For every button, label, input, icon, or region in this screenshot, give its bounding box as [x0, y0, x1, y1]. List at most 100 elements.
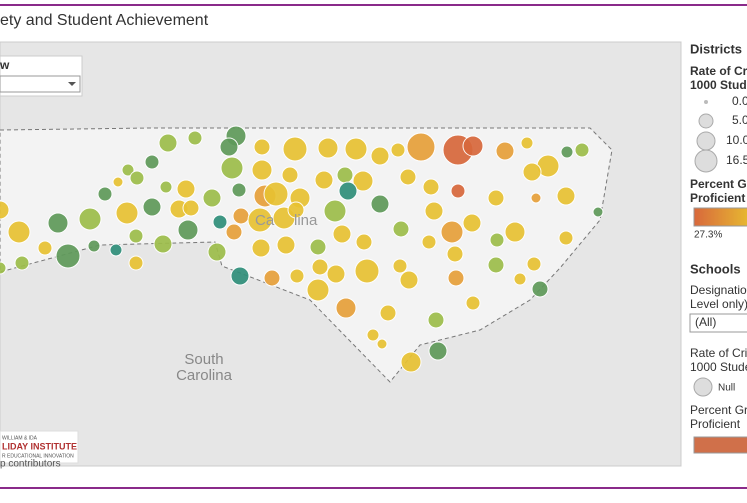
- district-bubble[interactable]: [336, 166, 354, 184]
- district-bubble[interactable]: [462, 135, 484, 157]
- district-bubble[interactable]: [530, 192, 542, 204]
- district-bubble[interactable]: [263, 269, 281, 287]
- district-bubble[interactable]: [176, 179, 196, 199]
- district-bubble[interactable]: [355, 233, 373, 251]
- district-bubble[interactable]: [253, 138, 271, 156]
- district-bubble[interactable]: [326, 264, 346, 284]
- district-bubble[interactable]: [142, 197, 162, 217]
- district-bubble[interactable]: [232, 207, 250, 225]
- district-bubble[interactable]: [592, 206, 604, 218]
- district-bubble[interactable]: [289, 268, 305, 284]
- district-bubble[interactable]: [187, 130, 203, 146]
- district-bubble[interactable]: [370, 194, 390, 214]
- district-bubble[interactable]: [14, 255, 30, 271]
- district-bubble[interactable]: [504, 221, 526, 243]
- district-bubble[interactable]: [207, 242, 227, 262]
- district-bubble[interactable]: [556, 186, 576, 206]
- district-bubble[interactable]: [379, 304, 397, 322]
- district-bubble[interactable]: [230, 266, 250, 286]
- district-bubble[interactable]: [495, 141, 515, 161]
- district-bubble[interactable]: [55, 243, 81, 269]
- district-bubble[interactable]: [87, 239, 101, 253]
- district-bubble[interactable]: [317, 137, 339, 159]
- district-bubble[interactable]: [376, 338, 388, 350]
- district-bubble[interactable]: [220, 156, 244, 180]
- district-bubble[interactable]: [489, 232, 505, 248]
- district-bubble[interactable]: [251, 159, 273, 181]
- district-bubble[interactable]: [428, 341, 448, 361]
- district-bubble[interactable]: [128, 228, 144, 244]
- schools-select[interactable]: [689, 313, 747, 333]
- district-bubble[interactable]: [0, 200, 10, 220]
- district-bubble[interactable]: [306, 278, 330, 302]
- district-bubble[interactable]: [531, 280, 549, 298]
- district-bubble[interactable]: [354, 258, 380, 284]
- district-bubble[interactable]: [400, 351, 422, 373]
- district-bubble[interactable]: [392, 258, 408, 274]
- district-bubble[interactable]: [522, 162, 542, 182]
- district-bubble[interactable]: [526, 256, 542, 272]
- district-bubble[interactable]: [513, 272, 527, 286]
- district-bubble[interactable]: [446, 245, 464, 263]
- district-bubble[interactable]: [332, 224, 352, 244]
- district-bubble[interactable]: [247, 207, 273, 233]
- district-bubble[interactable]: [560, 145, 574, 159]
- district-bubble[interactable]: [462, 213, 482, 233]
- district-bubble[interactable]: [276, 235, 296, 255]
- district-bubble[interactable]: [153, 234, 173, 254]
- district-bubble[interactable]: [352, 170, 374, 192]
- district-bubble[interactable]: [202, 188, 222, 208]
- district-bubble[interactable]: [465, 295, 481, 311]
- filter-select[interactable]: [0, 75, 81, 93]
- district-bubble[interactable]: [115, 201, 139, 225]
- district-bubble[interactable]: [574, 142, 590, 158]
- district-bubble[interactable]: [177, 219, 199, 241]
- district-bubble[interactable]: [121, 163, 135, 177]
- district-bubble[interactable]: [338, 181, 358, 201]
- district-bubble[interactable]: [281, 166, 299, 184]
- district-bubble[interactable]: [212, 214, 228, 230]
- district-bubble[interactable]: [159, 180, 173, 194]
- district-bubble[interactable]: [7, 220, 31, 244]
- district-bubble[interactable]: [558, 230, 574, 246]
- district-bubble[interactable]: [399, 270, 419, 290]
- district-bubble[interactable]: [182, 199, 200, 217]
- district-bubble[interactable]: [392, 220, 410, 238]
- district-bubble[interactable]: [366, 328, 380, 342]
- district-bubble[interactable]: [311, 258, 329, 276]
- district-bubble[interactable]: [323, 199, 347, 223]
- district-bubble[interactable]: [399, 168, 417, 186]
- district-bubble[interactable]: [447, 269, 465, 287]
- district-bubble[interactable]: [219, 137, 239, 157]
- district-bubble[interactable]: [0, 261, 7, 275]
- district-bubble[interactable]: [520, 136, 534, 150]
- district-bubble[interactable]: [225, 223, 243, 241]
- district-bubble[interactable]: [37, 240, 53, 256]
- district-bubble[interactable]: [390, 142, 406, 158]
- district-bubble[interactable]: [78, 207, 102, 231]
- district-bubble[interactable]: [251, 238, 271, 258]
- district-bubble[interactable]: [424, 201, 444, 221]
- district-bubble[interactable]: [422, 178, 440, 196]
- district-bubble[interactable]: [335, 297, 357, 319]
- district-bubble[interactable]: [421, 234, 437, 250]
- district-bubble[interactable]: [158, 133, 178, 153]
- district-bubble[interactable]: [231, 182, 247, 198]
- district-bubble[interactable]: [128, 255, 144, 271]
- district-bubble[interactable]: [47, 212, 69, 234]
- district-bubble[interactable]: [263, 181, 289, 207]
- district-bubble[interactable]: [344, 137, 368, 161]
- district-bubble[interactable]: [450, 183, 466, 199]
- district-bubble[interactable]: [287, 201, 305, 219]
- district-bubble[interactable]: [144, 154, 160, 170]
- district-bubble[interactable]: [282, 136, 308, 162]
- district-bubble[interactable]: [440, 220, 464, 244]
- district-bubble[interactable]: [370, 146, 390, 166]
- district-bubble[interactable]: [97, 186, 113, 202]
- district-bubble[interactable]: [109, 243, 123, 257]
- district-bubble[interactable]: [487, 189, 505, 207]
- district-bubble[interactable]: [112, 176, 124, 188]
- district-bubble[interactable]: [314, 170, 334, 190]
- district-bubble[interactable]: [427, 311, 445, 329]
- district-bubble[interactable]: [487, 256, 505, 274]
